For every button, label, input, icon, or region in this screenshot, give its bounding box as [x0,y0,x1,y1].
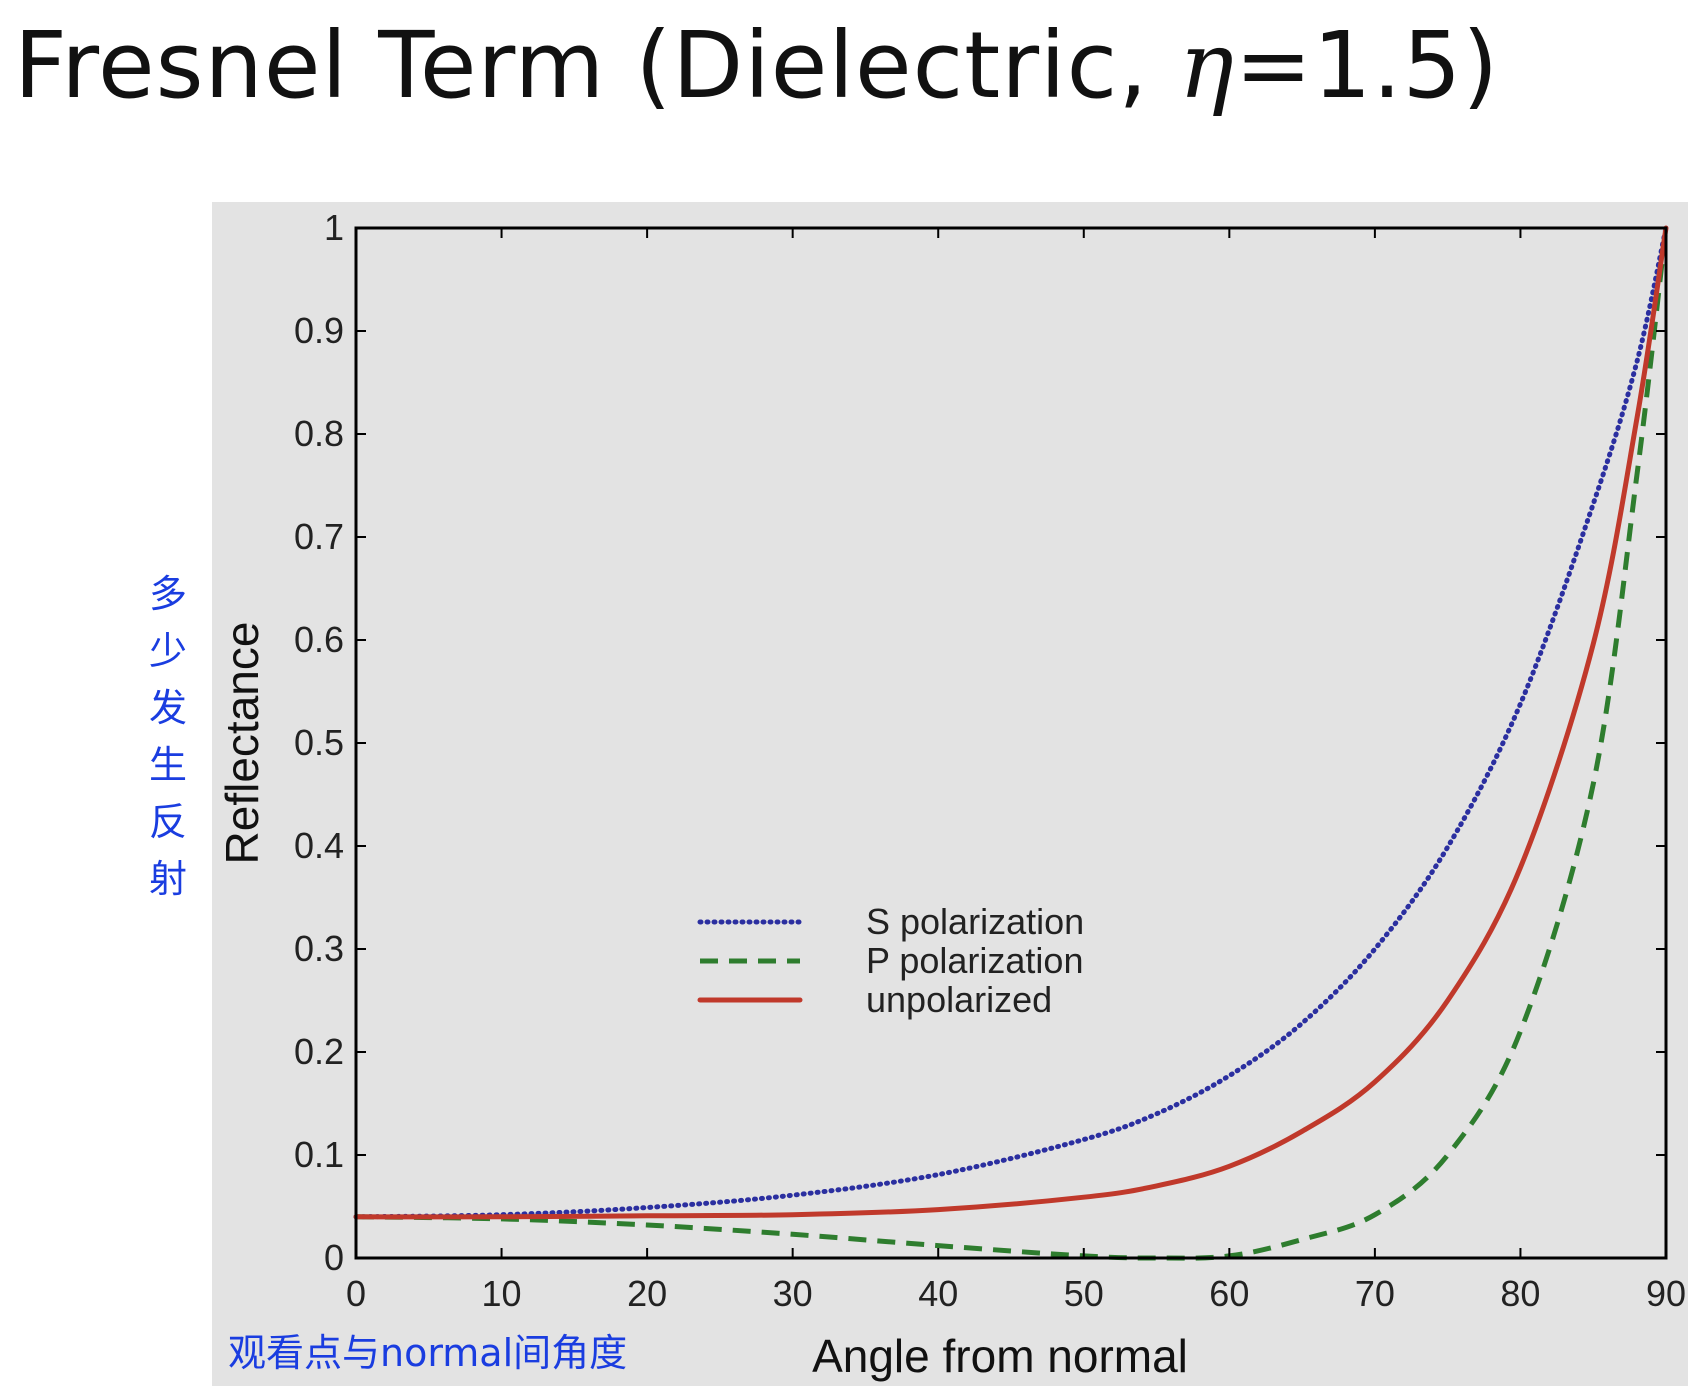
y-tick-label: 0 [324,1237,344,1278]
y-tick-label: 0.9 [294,310,344,351]
eta-symbol: η [1178,12,1235,119]
y-tick-label: 0.4 [294,825,344,866]
slide-title-prefix: Fresnel Term (Dielectric, [14,12,1179,119]
slide-title-suffix: =1.5) [1234,12,1500,119]
tick-layer: 0 10 20 30 40 50 60 70 80 90 0 0.1 0.2 0.3 0.4 0.5 0.6 0.… [294,207,1686,1314]
x-tick-label: 50 [1064,1273,1104,1314]
series-layer [353,225,1669,1261]
y-tick-label: 1 [324,207,344,248]
x-tick-label: 30 [773,1273,813,1314]
figure-background [212,202,1688,1386]
y-tick-label: 0.2 [294,1031,344,1072]
x-tick-label: 70 [1355,1273,1395,1314]
x-tick-label: 90 [1646,1273,1686,1314]
x-tick-label: 80 [1500,1273,1540,1314]
x-tick-label: 0 [346,1273,366,1314]
legend-label-p-polarization: P polarization [866,940,1083,981]
x-annotation: 观看点与normal间角度 [228,1331,628,1375]
y-tick-label: 0.7 [294,516,344,557]
legend-label-s-polarization: S polarization [866,901,1084,942]
y-tick-label: 0.1 [294,1134,344,1175]
y-tick-label: 0.5 [294,722,344,763]
y-tick-label: 0.8 [294,413,344,454]
y-tick-label: 0.6 [294,619,344,660]
y-axis-label: Reflectance [216,622,268,865]
y-annotation: 多少发生反射 [148,572,187,901]
series-line-s-polarization [353,225,1669,1220]
legend-label-unpolarized: unpolarized [866,979,1052,1020]
x-tick-label: 40 [918,1273,958,1314]
x-tick-label: 20 [627,1273,667,1314]
x-axis-label: Angle from normal [812,1330,1188,1382]
x-tick-label: 60 [1209,1273,1249,1314]
series-line-unpolarized [353,225,1669,1220]
y-tick-label: 0.3 [294,928,344,969]
series-line-p-polarization [355,227,1669,1261]
x-tick-label: 10 [482,1273,522,1314]
slide-title: Fresnel Term (Dielectric, η=1.5) [14,12,1499,119]
